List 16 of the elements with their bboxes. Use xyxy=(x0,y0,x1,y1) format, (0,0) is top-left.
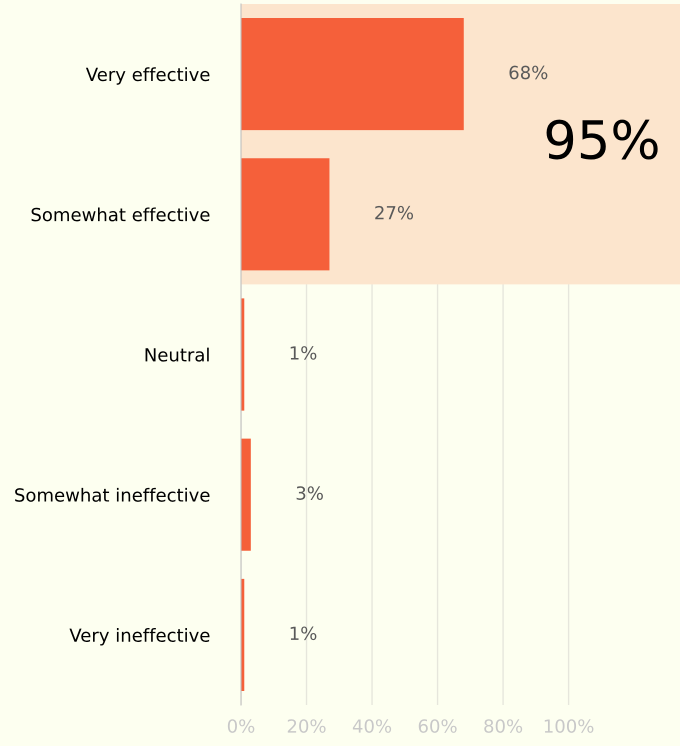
y-tick-label: Somewhat effective xyxy=(32,207,210,222)
y-tick-label: Very effective xyxy=(86,67,210,85)
data-label: 68% xyxy=(509,66,548,80)
data-label: 3% xyxy=(296,486,323,500)
bar xyxy=(241,18,464,130)
bar xyxy=(241,158,330,270)
y-tick-label: Very ineffective xyxy=(69,628,210,646)
bar xyxy=(241,298,244,411)
data-label: 27% xyxy=(375,206,414,220)
data-label: 1% xyxy=(290,626,316,640)
y-tick-label: Somewhat ineffective xyxy=(15,488,210,502)
bar xyxy=(241,438,251,551)
y-tick-label: Neutral xyxy=(146,348,209,362)
bar xyxy=(241,578,244,691)
band-label: 95% xyxy=(546,120,658,160)
data-label: 1% xyxy=(290,346,316,360)
